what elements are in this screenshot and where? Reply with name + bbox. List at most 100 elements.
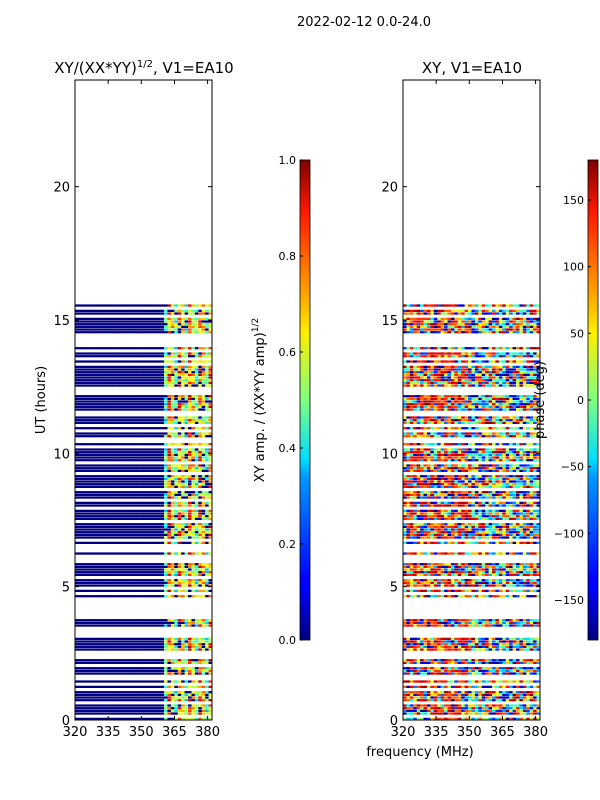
left-heatmap-cell [194,400,199,403]
left-heatmap-cell [95,643,100,646]
left-heatmap-cell [102,323,107,326]
left-heatmap-cell [140,563,144,566]
right-heatmap-cell [474,640,479,643]
left-heatmap-cell [98,368,103,371]
left-heatmap-cell [78,496,83,499]
right-heatmap-cell [478,680,483,683]
left-heatmap-cell [153,712,158,715]
right-heatmap-cell [471,717,476,720]
left-heatmap-cell [88,347,93,350]
left-heatmap-cell [116,624,120,627]
left-heatmap-cell [153,568,158,571]
left-heatmap-cell [205,397,209,400]
left-heatmap-cell [170,485,175,488]
right-heatmap-cell [474,624,479,627]
left-heatmap-cell [191,400,196,403]
left-heatmap-cell [95,693,100,696]
right-heatmap-cell [478,685,483,688]
right-heatmap-cell [406,640,411,643]
left-heatmap-cell [170,469,175,472]
left-heatmap-cell [95,661,100,664]
left-heatmap-cell [150,317,155,320]
left-y-tick-label: 0 [62,714,70,729]
left-heatmap-cell [119,405,124,408]
left-heatmap-cell [95,371,100,374]
left-heatmap-cell [119,624,124,627]
right-heatmap-cell [447,680,452,683]
left-heatmap-cell [150,456,155,459]
left-heatmap-cell [201,368,206,371]
left-heatmap-cell [164,661,168,664]
left-heatmap-cell [146,661,151,664]
left-heatmap-cell [184,640,189,643]
left-heatmap-cell [160,621,165,624]
left-heatmap-cell [191,475,196,478]
left-heatmap-cell [146,584,151,587]
left-heatmap-cell [167,485,172,488]
right-heatmap-cell [516,709,520,712]
right-heatmap-cell [420,704,424,707]
right-heatmap-cell [529,637,534,640]
right-heatmap-cell [502,680,507,683]
left-heatmap-cell [112,365,117,368]
left-heatmap-cell [129,459,134,462]
right-heatmap-cell [447,693,452,696]
left-heatmap-cell [157,493,161,496]
left-heatmap-cell [164,515,168,518]
left-heatmap-cell [126,352,131,355]
right-heatmap-cell [437,709,441,712]
left-heatmap-cell [160,304,165,307]
left-heatmap-cell [174,659,179,662]
left-heatmap-cell [160,328,165,331]
left-heatmap-cell [112,699,117,702]
right-heatmap-cell [498,640,503,643]
left-heatmap-cell [157,453,161,456]
left-heatmap-cell [126,595,131,598]
right-heatmap-cell [444,672,448,675]
left-heatmap-cell [126,525,131,528]
left-heatmap-cell [109,432,113,435]
right-heatmap-cell [406,712,411,715]
right-heatmap-cell [502,696,507,699]
left-heatmap-cell [160,579,165,582]
left-heatmap-cell [170,648,175,651]
left-heatmap-cell [170,491,175,494]
left-heatmap-cell [157,704,161,707]
left-heatmap-cell [95,648,100,651]
left-heatmap-cell [167,432,172,435]
left-heatmap-cell [88,453,93,456]
left-heatmap-cell [150,491,155,494]
left-heatmap-cell [136,312,141,315]
left-heatmap-cell [205,661,209,664]
right-heatmap-cell [526,707,531,710]
left-heatmap-cell [205,717,209,720]
right-heatmap-cell [474,643,479,646]
left-heatmap-cell [201,317,206,320]
left-heatmap-cell [102,355,107,358]
right-heatmap-cell [423,693,428,696]
left-heatmap-cell [184,325,189,328]
left-heatmap-cell [174,648,179,651]
left-heatmap-cell [205,536,209,539]
right-heatmap-cell [426,709,431,712]
left-heatmap-cell [119,517,124,520]
left-heatmap-cell [102,563,107,566]
left-heatmap-cell [205,589,209,592]
left-heatmap-cell [153,456,158,459]
left-heatmap-cell [205,491,209,494]
left-heatmap-cell [109,509,113,512]
left-heatmap-cell [181,573,185,576]
left-heatmap-cell [112,491,117,494]
left-heatmap-cell [164,493,168,496]
right-heatmap-cell [471,709,476,712]
right-heatmap-cell [516,717,520,720]
left-heatmap-cell [177,584,182,587]
left-heatmap-cell [140,376,144,379]
left-heatmap-cell [102,317,107,320]
left-heatmap-cell [177,704,182,707]
left-heatmap-cell [116,563,120,566]
left-heatmap-cell [81,619,86,622]
left-heatmap-cell [205,416,209,419]
right-heatmap-cell [433,669,438,672]
left-heatmap-cell [75,427,79,430]
